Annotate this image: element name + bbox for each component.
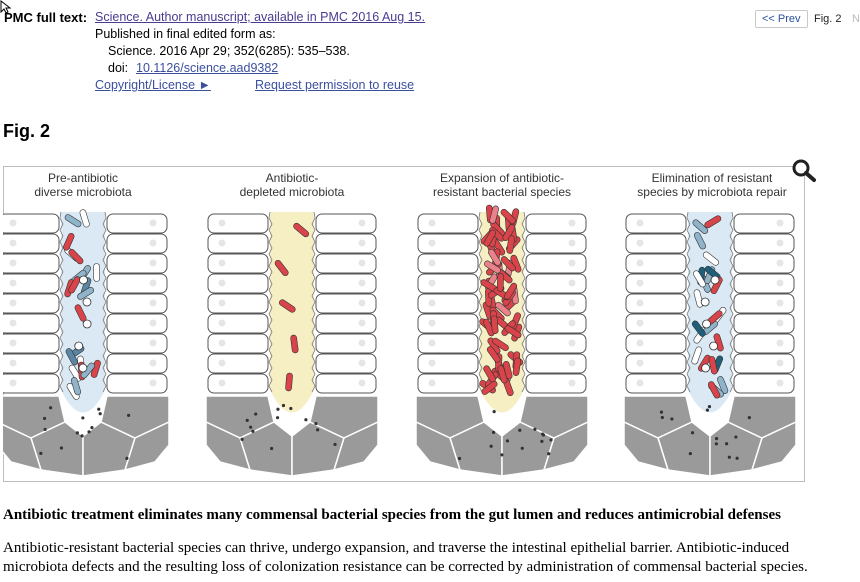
crypt-illustrations (3, 204, 797, 477)
panel-title-2: Antibiotic-depleted microbiota (239, 171, 345, 199)
mouse-cursor-icon (0, 0, 12, 14)
caption-body-line-2: microbiota defects and the resulting los… (3, 559, 808, 575)
caption-title: Antibiotic treatment eliminates many com… (3, 507, 781, 523)
next-figure-button[interactable]: N (852, 13, 860, 25)
magnifier-icon[interactable] (790, 157, 818, 183)
crypt-panel-1 (3, 209, 170, 477)
panel-title-3: Expansion of antibiotic-resistant bacter… (432, 171, 572, 199)
copyright-license-link[interactable]: Copyright/License ► (95, 78, 211, 92)
crypt-panel-2 (205, 211, 379, 477)
current-figure-indicator: Fig. 2 (814, 13, 842, 25)
panel-title-1: Pre-antibiotic diverse microbiota (34, 171, 132, 199)
panel-title-4: Elimination of resistant species by micro… (637, 171, 787, 199)
prev-figure-button[interactable]: << Prev (755, 10, 808, 28)
pmc-full-text-label: PMC full text: (4, 10, 88, 25)
caption-body-line-1: Antibiotic-resistant bacterial species c… (3, 540, 790, 556)
citation-text: Science. 2016 Apr 29; 352(6285): 535–538… (108, 44, 350, 58)
crypt-panel-4 (623, 211, 797, 477)
doi-label: doi: (108, 61, 129, 75)
manuscript-link[interactable]: Science. Author manuscript; available in… (95, 10, 426, 24)
doi-link[interactable]: 10.1126/science.aad9382 (136, 61, 279, 75)
published-line: Published in final edited form as: (95, 27, 276, 41)
crypt-panel-3 (415, 204, 589, 477)
figure-label: Fig. 2 (3, 121, 51, 141)
request-permission-link[interactable]: Request permission to reuse (255, 78, 415, 92)
